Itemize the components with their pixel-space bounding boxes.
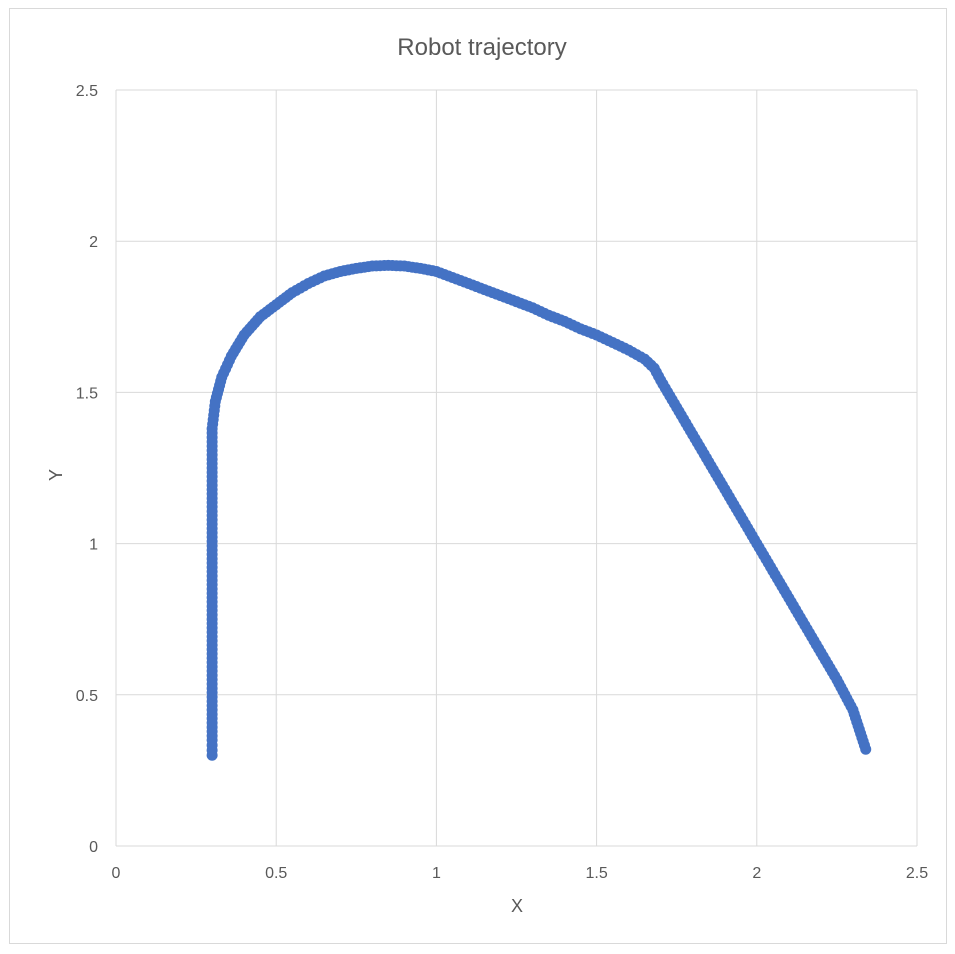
chart-container: Robot trajectory 0 0.5 1 1.5 2 2.5 0 0.5 1 1.5 2 2.… [9,8,947,944]
data-point [860,743,872,755]
y-axis-title: Y [46,469,66,481]
x-axis-title: X [511,896,523,916]
tick-labels: 0 0.5 1 1.5 2 2.5 0 0.5 1 1.5 2 2.5 [76,83,928,882]
y-tick-label: 1.5 [76,385,98,402]
x-tick-label: 2 [752,865,761,882]
x-tick-label: 0.5 [265,865,287,882]
y-tick-label: 2.5 [76,83,98,100]
y-tick-label: 0.5 [76,688,98,705]
data-points [206,259,872,761]
x-tick-label: 1.5 [585,865,607,882]
y-tick-label: 0 [89,839,98,856]
x-tick-label: 1 [432,865,441,882]
y-tick-label: 2 [89,234,98,251]
x-tick-label: 2.5 [906,865,928,882]
scatter-chart: Robot trajectory 0 0.5 1 1.5 2 2.5 0 0.5 1 1.5 2 2.… [46,34,928,916]
chart-title: Robot trajectory [397,34,566,61]
x-tick-label: 0 [112,865,121,882]
gridlines [115,89,918,847]
y-tick-label: 1 [89,537,98,554]
